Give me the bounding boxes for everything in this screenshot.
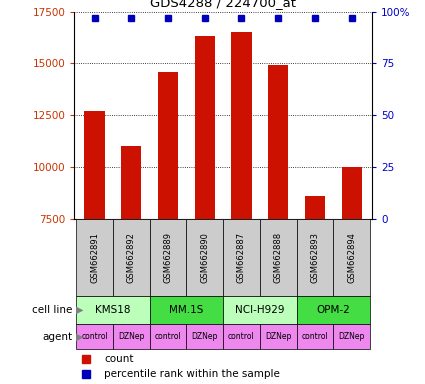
Bar xyxy=(260,219,297,296)
Text: GSM662888: GSM662888 xyxy=(274,232,283,283)
Text: GSM662890: GSM662890 xyxy=(200,232,209,283)
Bar xyxy=(158,72,178,219)
Text: GSM662887: GSM662887 xyxy=(237,232,246,283)
Text: agent: agent xyxy=(42,332,72,342)
Text: DZNep: DZNep xyxy=(118,333,144,341)
Bar xyxy=(113,324,150,349)
Text: cell line: cell line xyxy=(32,305,72,315)
Bar xyxy=(85,111,105,219)
Bar xyxy=(260,324,297,349)
Bar xyxy=(333,324,370,349)
Text: GSM662893: GSM662893 xyxy=(310,232,320,283)
Text: ▶: ▶ xyxy=(76,332,83,342)
Text: control: control xyxy=(302,333,329,341)
Text: GSM662894: GSM662894 xyxy=(347,232,356,283)
Bar xyxy=(297,296,370,324)
Text: MM.1S: MM.1S xyxy=(169,305,204,315)
Text: count: count xyxy=(104,354,133,364)
Text: percentile rank within the sample: percentile rank within the sample xyxy=(104,369,280,379)
Text: NCI-H929: NCI-H929 xyxy=(235,305,285,315)
Bar xyxy=(195,36,215,219)
Text: OPM-2: OPM-2 xyxy=(317,305,350,315)
Bar xyxy=(150,324,187,349)
Bar xyxy=(333,219,370,296)
Text: GSM662892: GSM662892 xyxy=(127,232,136,283)
Bar xyxy=(223,324,260,349)
Text: control: control xyxy=(81,333,108,341)
Bar xyxy=(121,146,142,219)
Bar xyxy=(231,32,252,219)
Bar xyxy=(223,219,260,296)
Bar xyxy=(342,167,362,219)
Text: KMS18: KMS18 xyxy=(95,305,131,315)
Bar xyxy=(76,219,113,296)
Bar xyxy=(223,296,297,324)
Bar xyxy=(305,196,325,219)
Bar xyxy=(150,296,223,324)
Bar xyxy=(187,219,223,296)
Text: ▶: ▶ xyxy=(76,305,83,315)
Title: GDS4288 / 224700_at: GDS4288 / 224700_at xyxy=(150,0,296,9)
Text: control: control xyxy=(228,333,255,341)
Text: DZNep: DZNep xyxy=(265,333,292,341)
Text: GSM662889: GSM662889 xyxy=(164,232,173,283)
Text: GSM662891: GSM662891 xyxy=(90,232,99,283)
Text: DZNep: DZNep xyxy=(338,333,365,341)
Bar xyxy=(150,219,187,296)
Bar xyxy=(187,324,223,349)
Bar xyxy=(113,219,150,296)
Bar xyxy=(76,296,150,324)
Text: DZNep: DZNep xyxy=(192,333,218,341)
Bar xyxy=(297,324,333,349)
Bar xyxy=(268,65,288,219)
Bar xyxy=(297,219,333,296)
Bar xyxy=(76,324,113,349)
Text: control: control xyxy=(155,333,181,341)
